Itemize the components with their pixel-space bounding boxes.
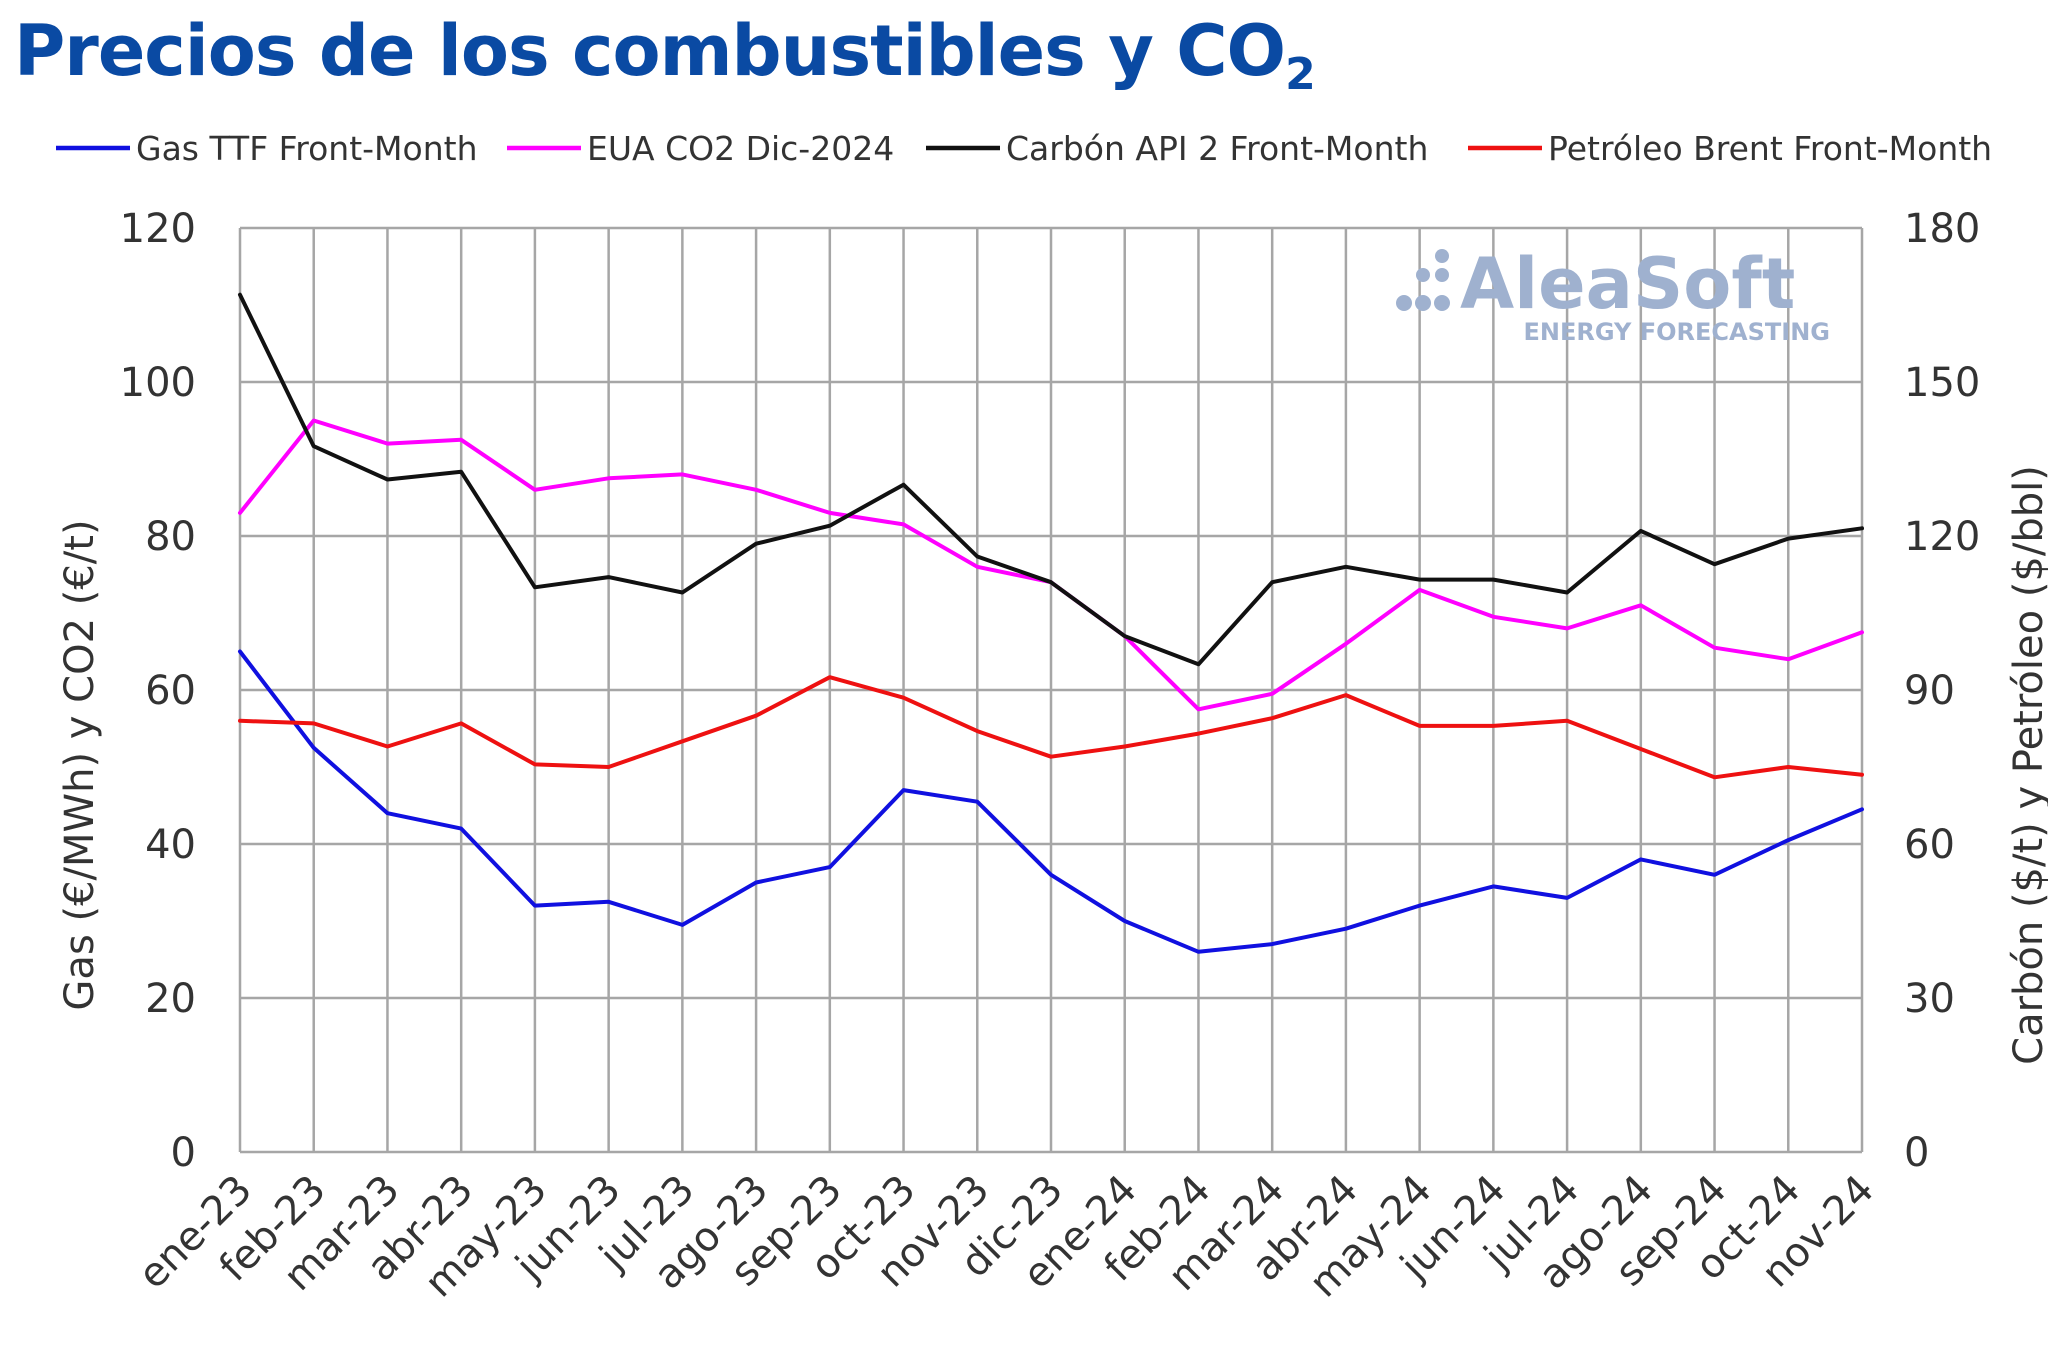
chart-title-text: Precios de los combustibles y CO <box>14 10 1286 92</box>
legend: Gas TTF Front-Month EUA CO2 Dic-2024 Carbó… <box>56 129 1992 168</box>
y-left-tick-label: 120 <box>120 206 196 252</box>
watermark-brand: AleaSoft <box>1460 243 1795 325</box>
y-left-tick-label: 80 <box>145 514 196 560</box>
x-axis-ticks: ene-23feb-23mar-23abr-23may-23jun-23jul-… <box>130 1167 1883 1307</box>
y-axis-right-ticks: 0 30 60 90 120 150 180 <box>1904 206 1980 1176</box>
y-right-tick-label: 120 <box>1904 514 1980 560</box>
y-axis-right-title: Carbón ($/t) y Petróleo ($/bbl) <box>2006 465 2048 1065</box>
chart-title: Precios de los combustibles y CO2 <box>14 10 1316 100</box>
watermark-logo: AleaSoft ENERGY FORECASTING <box>1396 243 1830 346</box>
grid-lines <box>238 226 1864 1154</box>
y-right-tick-label: 30 <box>1904 976 1955 1022</box>
y-left-tick-label: 20 <box>145 976 196 1022</box>
y-left-tick-label: 40 <box>145 822 196 868</box>
series-line-3 <box>238 675 1864 780</box>
watermark-dots-icon <box>1396 249 1450 311</box>
series-line-0 <box>238 649 1864 954</box>
legend-label-1: EUA CO2 Dic-2024 <box>587 129 894 168</box>
y-right-tick-label: 0 <box>1904 1130 1929 1176</box>
y-right-tick-label: 60 <box>1904 822 1955 868</box>
watermark-tagline: ENERGY FORECASTING <box>1524 318 1831 346</box>
y-left-tick-label: 0 <box>171 1130 196 1176</box>
y-axis-left-ticks: 0 20 40 60 80 100 120 <box>120 206 196 1176</box>
legend-label-0: Gas TTF Front-Month <box>136 129 478 168</box>
legend-label-2: Carbón API 2 Front-Month <box>1006 129 1428 168</box>
series-line-2 <box>238 292 1864 667</box>
y-left-tick-label: 60 <box>145 668 196 714</box>
y-left-tick-label: 100 <box>120 360 196 406</box>
chart-title-subscript: 2 <box>1285 49 1316 100</box>
legend-label-3: Petróleo Brent Front-Month <box>1548 129 1992 168</box>
y-right-tick-label: 180 <box>1904 206 1980 252</box>
y-right-tick-label: 150 <box>1904 360 1980 406</box>
y-right-tick-label: 90 <box>1904 668 1955 714</box>
series-lines <box>238 292 1864 954</box>
y-axis-left-title: Gas (€/MWh) y CO2 (€/t) <box>57 519 103 1010</box>
